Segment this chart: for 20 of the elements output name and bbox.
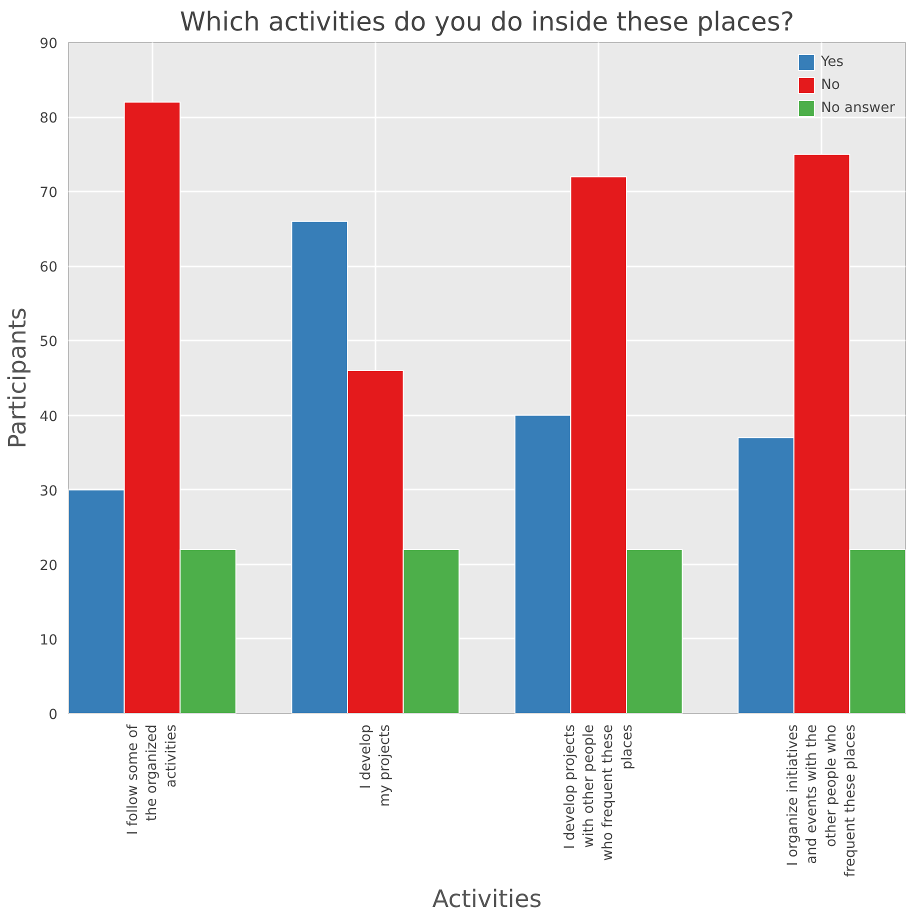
y-tick-label: 70 xyxy=(40,185,58,202)
legend-label: No answer xyxy=(820,100,895,116)
x-axis-title: Activities xyxy=(432,884,542,913)
y-tick-label: 80 xyxy=(40,110,58,127)
y-tick-label: 20 xyxy=(40,558,58,574)
y-tick-label: 10 xyxy=(40,632,58,648)
y-tick-label: 30 xyxy=(40,483,58,500)
legend-label: No xyxy=(820,77,841,93)
y-tick-label: 60 xyxy=(40,260,58,276)
y-tick-label: 50 xyxy=(40,334,58,350)
legend-label: Yes xyxy=(820,54,844,70)
y-tick-label: 0 xyxy=(48,707,58,723)
y-tick-label: 90 xyxy=(40,36,58,52)
y-tick-label: 40 xyxy=(40,408,58,425)
x-tick-label: I follow some of the organized activities xyxy=(125,723,180,835)
chart-title: Which activities do you do inside these places? xyxy=(180,8,794,38)
x-tick-label: I develop projects with other people who frequent these places xyxy=(562,724,636,861)
x-tick-label: I organize initiatives and events with the other people who frequent these places xyxy=(785,724,859,877)
y-axis-title: Participants xyxy=(4,308,32,448)
x-tick-label: I develop my projects xyxy=(358,724,393,807)
